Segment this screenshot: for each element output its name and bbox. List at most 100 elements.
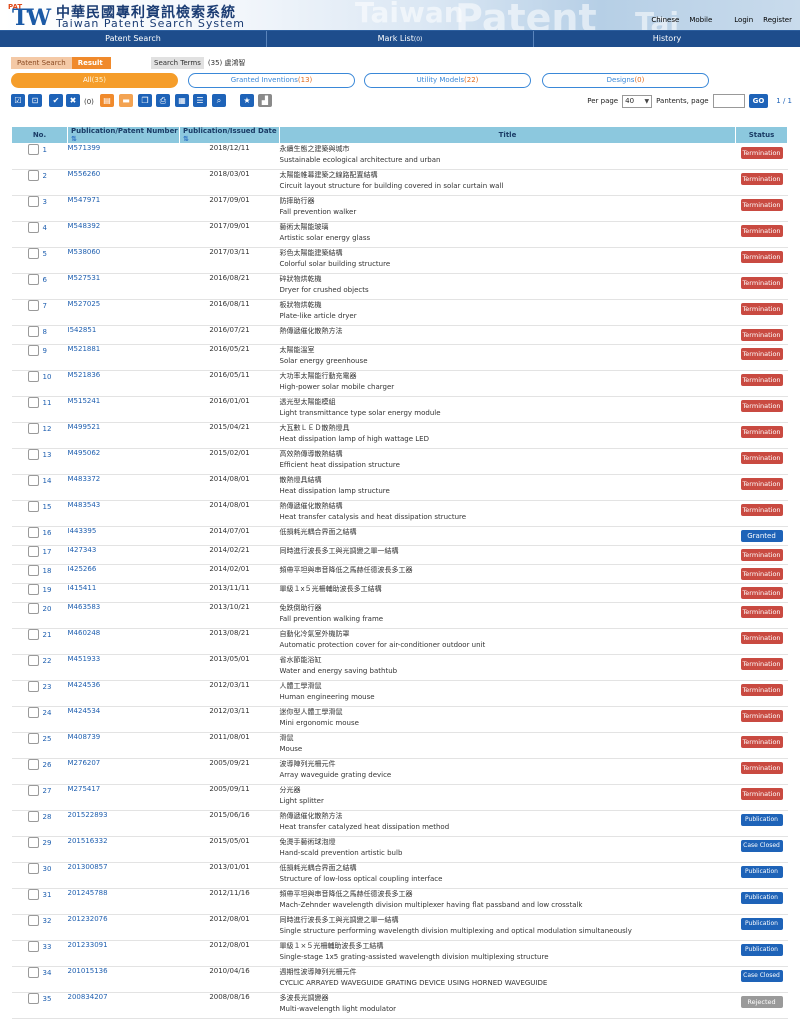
- sort-icon[interactable]: ⇅: [71, 135, 77, 143]
- row-checkbox[interactable]: [27, 170, 39, 181]
- title-cn[interactable]: 藝術太陽能玻璃: [279, 223, 329, 231]
- row-checkbox[interactable]: [27, 941, 39, 952]
- row-checkbox[interactable]: [27, 889, 39, 900]
- link-login[interactable]: Login: [734, 16, 754, 24]
- title-cn[interactable]: 太陽能帷幕建築之線路配置結構: [279, 171, 378, 179]
- status-badge[interactable]: Termination: [740, 788, 783, 800]
- status-badge[interactable]: Termination: [740, 329, 783, 341]
- filter-granted-inventions[interactable]: Granted Inventions(13): [188, 73, 355, 88]
- list-view-icon[interactable]: ▤: [100, 94, 114, 107]
- publication-number-link[interactable]: M521836: [67, 370, 180, 397]
- row-checkbox[interactable]: [27, 423, 39, 434]
- title-cn[interactable]: 彩色太陽能建築結構: [279, 249, 343, 257]
- publication-number-link[interactable]: M499521: [67, 422, 180, 449]
- publication-number-link[interactable]: M548392: [67, 221, 180, 248]
- publication-number-link[interactable]: 201232076: [67, 914, 180, 941]
- row-checkbox[interactable]: [27, 759, 39, 770]
- row-checkbox[interactable]: [27, 565, 39, 576]
- star-icon[interactable]: ★: [240, 94, 254, 107]
- title-cn[interactable]: 波導陣列光柵元件: [279, 760, 336, 768]
- publication-number-link[interactable]: 201300857: [67, 862, 180, 889]
- status-badge[interactable]: Termination: [740, 504, 783, 516]
- sort-icon[interactable]: ⇅: [183, 135, 189, 143]
- title-cn[interactable]: 免跌倒助行器: [279, 604, 322, 612]
- status-badge[interactable]: Publication: [740, 944, 783, 956]
- publication-number-link[interactable]: M424534: [67, 706, 180, 733]
- publication-number-link[interactable]: 201015136: [67, 966, 180, 993]
- status-badge[interactable]: Termination: [740, 632, 783, 644]
- card-view-icon[interactable]: ▬: [119, 94, 133, 107]
- row-checkbox[interactable]: [27, 811, 39, 822]
- title-cn[interactable]: 板狀物烘乾機: [279, 301, 322, 309]
- publication-number-link[interactable]: I443395: [67, 526, 180, 546]
- publication-number-link[interactable]: M463583: [67, 602, 180, 629]
- title-cn[interactable]: 高效熱傳導散熱結構: [279, 450, 343, 458]
- status-badge[interactable]: Termination: [740, 478, 783, 490]
- publication-number-link[interactable]: M547971: [67, 195, 180, 222]
- row-checkbox[interactable]: [27, 300, 39, 311]
- nav-mark-list[interactable]: Mark List(0): [267, 31, 534, 47]
- title-cn[interactable]: 大功率太陽能行動充電器: [279, 372, 357, 380]
- status-badge[interactable]: Termination: [740, 251, 783, 263]
- row-checkbox[interactable]: [27, 546, 39, 557]
- title-cn[interactable]: 單級１×５光柵輔助波長多工結構: [279, 942, 384, 950]
- publication-number-link[interactable]: M527025: [67, 299, 180, 326]
- status-badge[interactable]: Rejected: [740, 996, 783, 1008]
- title-cn[interactable]: 人體工學滑鼠: [279, 682, 322, 690]
- row-checkbox[interactable]: [27, 629, 39, 640]
- title-cn[interactable]: 滑鼠: [279, 734, 294, 742]
- link-chinese[interactable]: Chinese: [651, 16, 680, 24]
- title-cn[interactable]: 分光器: [279, 786, 301, 794]
- row-checkbox[interactable]: [27, 345, 39, 356]
- status-badge[interactable]: Termination: [740, 173, 783, 185]
- row-checkbox[interactable]: [27, 222, 39, 233]
- title-cn[interactable]: 低損耗光耦合界面之結構: [279, 864, 357, 872]
- publication-number-link[interactable]: M527531: [67, 273, 180, 300]
- status-badge[interactable]: Termination: [740, 225, 783, 237]
- col-publication-date[interactable]: Publication/Issued Date ⇅: [179, 126, 280, 144]
- title-cn[interactable]: 熱傳遞催化散熱方法: [279, 327, 343, 335]
- chart-icon[interactable]: ▟: [258, 94, 272, 107]
- status-badge[interactable]: Termination: [740, 549, 783, 561]
- publication-number-link[interactable]: M538060: [67, 247, 180, 274]
- row-checkbox[interactable]: [27, 681, 39, 692]
- link-register[interactable]: Register: [763, 16, 792, 24]
- status-badge[interactable]: Termination: [740, 587, 783, 599]
- title-cn[interactable]: 多波長光調變器: [279, 994, 329, 1002]
- title-cn[interactable]: 碎狀物烘乾機: [279, 275, 322, 283]
- status-badge[interactable]: Termination: [740, 452, 783, 464]
- title-cn[interactable]: 防摔助行器: [279, 197, 315, 205]
- print-icon[interactable]: ⎙: [156, 94, 170, 107]
- title-cn[interactable]: 低損耗光耦合界面之結構: [279, 528, 357, 536]
- page-input[interactable]: [712, 94, 745, 108]
- publication-number-link[interactable]: M483543: [67, 500, 180, 527]
- title-cn[interactable]: 自動化冷氣室外機防罩: [279, 630, 350, 638]
- title-cn[interactable]: 迷你型人體工學滑鼠: [279, 708, 343, 716]
- row-checkbox[interactable]: [27, 837, 39, 848]
- row-checkbox[interactable]: [27, 993, 39, 1004]
- row-checkbox[interactable]: [27, 475, 39, 486]
- publication-number-link[interactable]: 201233091: [67, 940, 180, 967]
- title-cn[interactable]: 頻帶平坦與串音降低之馬赫任德波長多工器: [279, 890, 413, 898]
- select-inverse-icon[interactable]: ⊡: [28, 94, 42, 107]
- status-badge[interactable]: Termination: [740, 348, 783, 360]
- publication-number-link[interactable]: M556260: [67, 169, 180, 196]
- row-checkbox[interactable]: [27, 967, 39, 978]
- row-checkbox[interactable]: [27, 371, 39, 382]
- publication-number-link[interactable]: 200834207: [67, 992, 180, 1019]
- filter-all[interactable]: All(35): [11, 73, 178, 88]
- grid-icon[interactable]: ▦: [175, 94, 189, 107]
- publication-number-link[interactable]: 201522893: [67, 810, 180, 837]
- row-checkbox[interactable]: [27, 603, 39, 614]
- publication-number-link[interactable]: M515241: [67, 396, 180, 423]
- title-cn[interactable]: 同時進行波長多工與光調變之單一結構: [279, 916, 399, 924]
- status-badge[interactable]: Termination: [740, 147, 783, 159]
- status-badge[interactable]: Publication: [740, 892, 783, 904]
- row-checkbox[interactable]: [27, 707, 39, 718]
- row-checkbox[interactable]: [27, 248, 39, 259]
- row-checkbox[interactable]: [27, 274, 39, 285]
- go-button[interactable]: GO: [748, 94, 769, 108]
- status-badge[interactable]: Termination: [740, 710, 783, 722]
- status-badge[interactable]: Termination: [740, 199, 783, 211]
- row-checkbox[interactable]: [27, 449, 39, 460]
